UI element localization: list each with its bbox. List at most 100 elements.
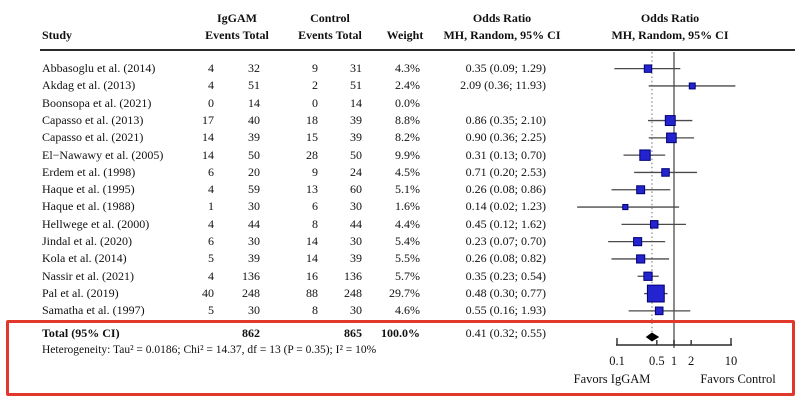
iggam-events: 17 — [202, 112, 214, 127]
control-total: 44 — [350, 216, 362, 231]
col-group-control: Control — [310, 11, 350, 25]
study-weight: 1.6% — [395, 199, 420, 214]
study-name: Haque et al. (1988) — [42, 199, 135, 214]
control-events: 88 — [306, 285, 318, 300]
col-events-total-iggam: Events Total — [205, 28, 269, 42]
study-name: El−Nawawy et al. (2005) — [42, 147, 164, 162]
study-row: Nassir et al. (2021) 4 136 16 136 5.7% 0… — [0, 268, 800, 285]
iggam-total: 59 — [248, 182, 260, 197]
control-total: 30 — [350, 234, 362, 248]
control-events: 9 — [312, 61, 318, 75]
col-study: Study — [42, 28, 73, 42]
total-weight: 100.0% — [381, 326, 420, 340]
study-row: Samatha et al. (1997) 5 30 8 30 4.6% 0.5… — [0, 302, 800, 319]
favors-left-label: Favors IgGAM — [573, 372, 651, 386]
study-or: 0.31 (0.13; 0.70) — [465, 147, 546, 162]
control-events: 8 — [312, 216, 318, 231]
plot-oddsratio-title: Odds Ratio — [640, 11, 700, 25]
study-or: 0.14 (0.02; 1.23) — [465, 199, 546, 214]
favors-right-label: Favors Control — [700, 372, 776, 386]
axis-tick-label: 0.1 — [609, 354, 625, 368]
study-or: 0.35 (0.23; 0.54) — [465, 268, 546, 283]
study-or: 0.26 (0.08; 0.86) — [465, 182, 546, 197]
study-row: Boonsopa et al. (2021) 0 14 0 14 0.0% — [0, 95, 800, 112]
col-group-iggam: IgGAM — [217, 11, 257, 25]
study-weight: 5.7% — [395, 268, 420, 283]
study-name: Erdem et al. (1998) — [42, 164, 136, 179]
control-total: 30 — [350, 303, 362, 318]
iggam-total: 30 — [248, 234, 260, 248]
iggam-events: 5 — [208, 251, 214, 266]
study-row: Capasso et al. (2013) 17 40 18 39 8.8% 0… — [0, 112, 800, 129]
study-or: 2.09 (0.36; 11.93) — [460, 78, 546, 93]
control-events: 15 — [306, 130, 318, 145]
study-weight: 0.0% — [395, 95, 420, 110]
study-weight: 5.5% — [395, 251, 420, 266]
control-events: 14 — [306, 251, 318, 266]
study-name: Jindal et al. (2020) — [42, 234, 132, 248]
study-name: Samatha et al. (1997) — [42, 303, 145, 318]
axis-tick-label: 1 — [671, 354, 677, 368]
study-name: Nassir et al. (2021) — [42, 268, 134, 283]
study-or: 0.23 (0.07; 0.70) — [465, 234, 546, 248]
control-events: 9 — [312, 164, 318, 179]
header-rule — [40, 49, 795, 51]
iggam-events: 4 — [208, 61, 214, 75]
study-name: Hellwege et al. (2000) — [42, 216, 150, 231]
control-total: 136 — [344, 268, 362, 283]
iggam-events: 14 — [202, 147, 214, 162]
axis-tick-label: 0.5 — [649, 354, 665, 368]
study-name: Pal et al. (2019) — [42, 285, 119, 300]
iggam-total: 32 — [248, 61, 260, 75]
iggam-events: 1 — [208, 199, 214, 214]
study-weight: 8.2% — [395, 130, 420, 145]
study-weight: 4.5% — [395, 164, 420, 179]
control-events: 0 — [312, 95, 318, 110]
col-mh-random: MH, Random, 95% CI — [443, 28, 561, 42]
study-name: Haque et al. (1995) — [42, 182, 135, 197]
study-row: El−Nawawy et al. (2005) 14 50 28 50 9.9%… — [0, 147, 800, 164]
heterogeneity-text: Heterogeneity: Tau² = 0.0186; Chi² = 14.… — [42, 344, 377, 356]
control-total: 39 — [350, 251, 362, 266]
iggam-events: 6 — [208, 164, 214, 179]
study-weight: 9.9% — [395, 147, 420, 162]
control-total: 50 — [350, 147, 362, 162]
study-or: 0.48 (0.30; 0.77) — [465, 285, 546, 300]
study-weight: 5.4% — [395, 234, 420, 248]
plot-mh-random: MH, Random, 95% CI — [611, 28, 729, 42]
iggam-events: 6 — [208, 234, 214, 248]
control-total: 60 — [350, 182, 362, 197]
total-n-iggam: 862 — [242, 326, 260, 340]
study-name: Abbasoglu et al. (2014) — [42, 61, 156, 75]
study-or: 0.55 (0.16; 1.93) — [465, 303, 546, 318]
iggam-total: 50 — [248, 147, 260, 162]
study-row: Erdem et al. (1998) 6 20 9 24 4.5% 0.71 … — [0, 164, 800, 181]
iggam-events: 4 — [208, 182, 214, 197]
iggam-total: 14 — [248, 95, 260, 110]
control-events: 14 — [306, 234, 318, 248]
iggam-total: 136 — [242, 268, 260, 283]
study-weight: 29.7% — [389, 285, 420, 300]
iggam-events: 4 — [208, 216, 214, 231]
iggam-total: 39 — [248, 251, 260, 266]
iggam-total: 51 — [248, 78, 260, 93]
study-weight: 4.6% — [395, 303, 420, 318]
study-row: Pal et al. (2019) 40 248 88 248 29.7% 0.… — [0, 285, 800, 302]
control-events: 13 — [306, 182, 318, 197]
control-total: 30 — [350, 199, 362, 214]
control-total: 39 — [350, 112, 362, 127]
study-or: 0.35 (0.09; 1.29) — [465, 61, 546, 75]
total-label: Total (95% CI) — [42, 326, 120, 340]
control-events: 8 — [312, 303, 318, 318]
total-or: 0.41 (0.32; 0.55) — [465, 326, 546, 340]
study-row: Abbasoglu et al. (2014) 4 32 9 31 4.3% 0… — [0, 60, 800, 77]
control-events: 18 — [306, 112, 318, 127]
study-row: Akdag et al. (2013) 4 51 2 51 2.4% 2.09 … — [0, 77, 800, 94]
study-name: Capasso et al. (2021) — [42, 130, 144, 145]
study-row: Haque et al. (1995) 4 59 13 60 5.1% 0.26… — [0, 181, 800, 198]
study-name: Kola et al. (2014) — [42, 251, 127, 266]
iggam-total: 30 — [248, 199, 260, 214]
study-name: Capasso et al. (2013) — [42, 112, 144, 127]
study-row: Hellwege et al. (2000) 4 44 8 44 4.4% 0.… — [0, 216, 800, 233]
